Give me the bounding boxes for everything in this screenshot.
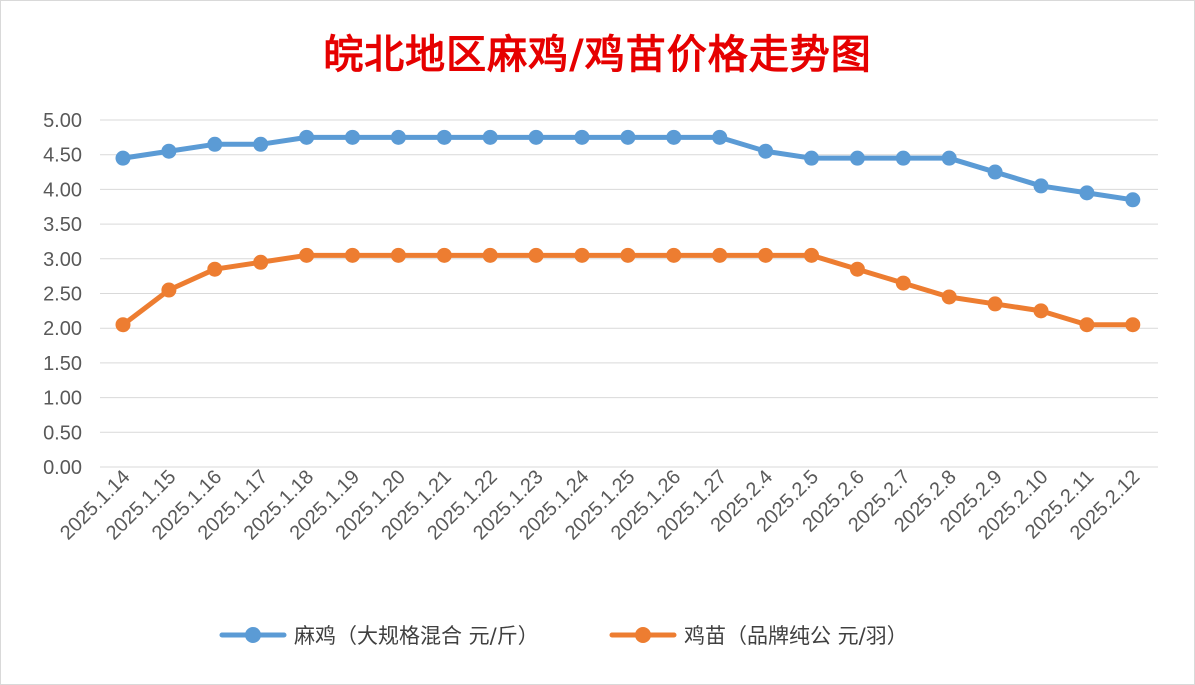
- data-point: [941, 150, 957, 166]
- data-point: [482, 129, 498, 145]
- legend-label: 鸡苗（品牌纯公 元/羽）: [684, 624, 908, 648]
- data-point: [574, 247, 590, 263]
- y-tick-label: 0.50: [43, 422, 82, 444]
- data-point: [390, 247, 406, 263]
- data-point: [528, 129, 544, 145]
- y-tick-label: 5.00: [43, 110, 82, 132]
- data-point: [941, 289, 957, 305]
- data-point: [1125, 192, 1141, 208]
- data-point: [712, 129, 728, 145]
- data-point: [758, 143, 774, 159]
- data-point: [1033, 303, 1049, 319]
- data-point: [207, 136, 223, 152]
- data-point: [161, 143, 177, 159]
- data-point: [849, 150, 865, 166]
- data-point: [895, 275, 911, 291]
- data-point: [1033, 178, 1049, 194]
- legend-item-2: 鸡苗（品牌纯公 元/羽）: [609, 624, 908, 648]
- data-point: [1079, 185, 1095, 201]
- series-2: [115, 247, 1141, 333]
- data-point: [987, 296, 1003, 312]
- y-tick-label: 3.00: [43, 249, 82, 271]
- y-tick-label: 2.00: [43, 318, 82, 340]
- data-point: [1125, 317, 1141, 333]
- data-point: [574, 129, 590, 145]
- data-point: [390, 129, 406, 145]
- data-point: [345, 247, 360, 263]
- data-point: [207, 261, 223, 277]
- data-point: [895, 150, 911, 166]
- series-line: [120, 252, 1136, 328]
- data-point: [620, 129, 636, 145]
- data-point: [161, 282, 177, 298]
- series-1: [115, 129, 1141, 208]
- data-point: [115, 150, 131, 166]
- data-point: [345, 129, 360, 145]
- legend-label: 麻鸡（大规格混合 元/斤）: [294, 624, 539, 648]
- y-tick-label: 4.00: [43, 179, 82, 201]
- y-tick-label: 1.00: [43, 388, 82, 410]
- y-tick-label: 2.50: [43, 284, 82, 306]
- legend-marker: [635, 627, 651, 643]
- series-line: [120, 134, 1136, 203]
- data-point: [528, 247, 544, 263]
- data-point: [436, 247, 452, 263]
- y-tick-label: 1.50: [43, 353, 82, 375]
- legend-item-1: 麻鸡（大规格混合 元/斤）: [219, 624, 539, 648]
- data-point: [620, 247, 636, 263]
- data-point: [1079, 317, 1095, 333]
- data-point: [804, 150, 819, 166]
- data-point: [987, 164, 1003, 180]
- data-point: [849, 261, 865, 277]
- data-point: [666, 129, 682, 145]
- legend-marker: [245, 627, 261, 643]
- data-point: [253, 136, 269, 152]
- data-point: [804, 247, 819, 263]
- data-point: [115, 317, 131, 333]
- data-point: [253, 254, 269, 270]
- data-point: [758, 247, 774, 263]
- data-point: [436, 129, 452, 145]
- y-tick-label: 3.50: [43, 214, 82, 236]
- data-point: [482, 247, 498, 263]
- y-tick-label: 0.00: [43, 457, 82, 479]
- data-point: [299, 129, 315, 145]
- data-point: [299, 247, 315, 263]
- data-point: [712, 247, 728, 263]
- chart-title: 皖北地区麻鸡/鸡苗价格走势图: [323, 32, 872, 78]
- data-point: [666, 247, 682, 263]
- y-tick-label: 4.50: [43, 145, 82, 167]
